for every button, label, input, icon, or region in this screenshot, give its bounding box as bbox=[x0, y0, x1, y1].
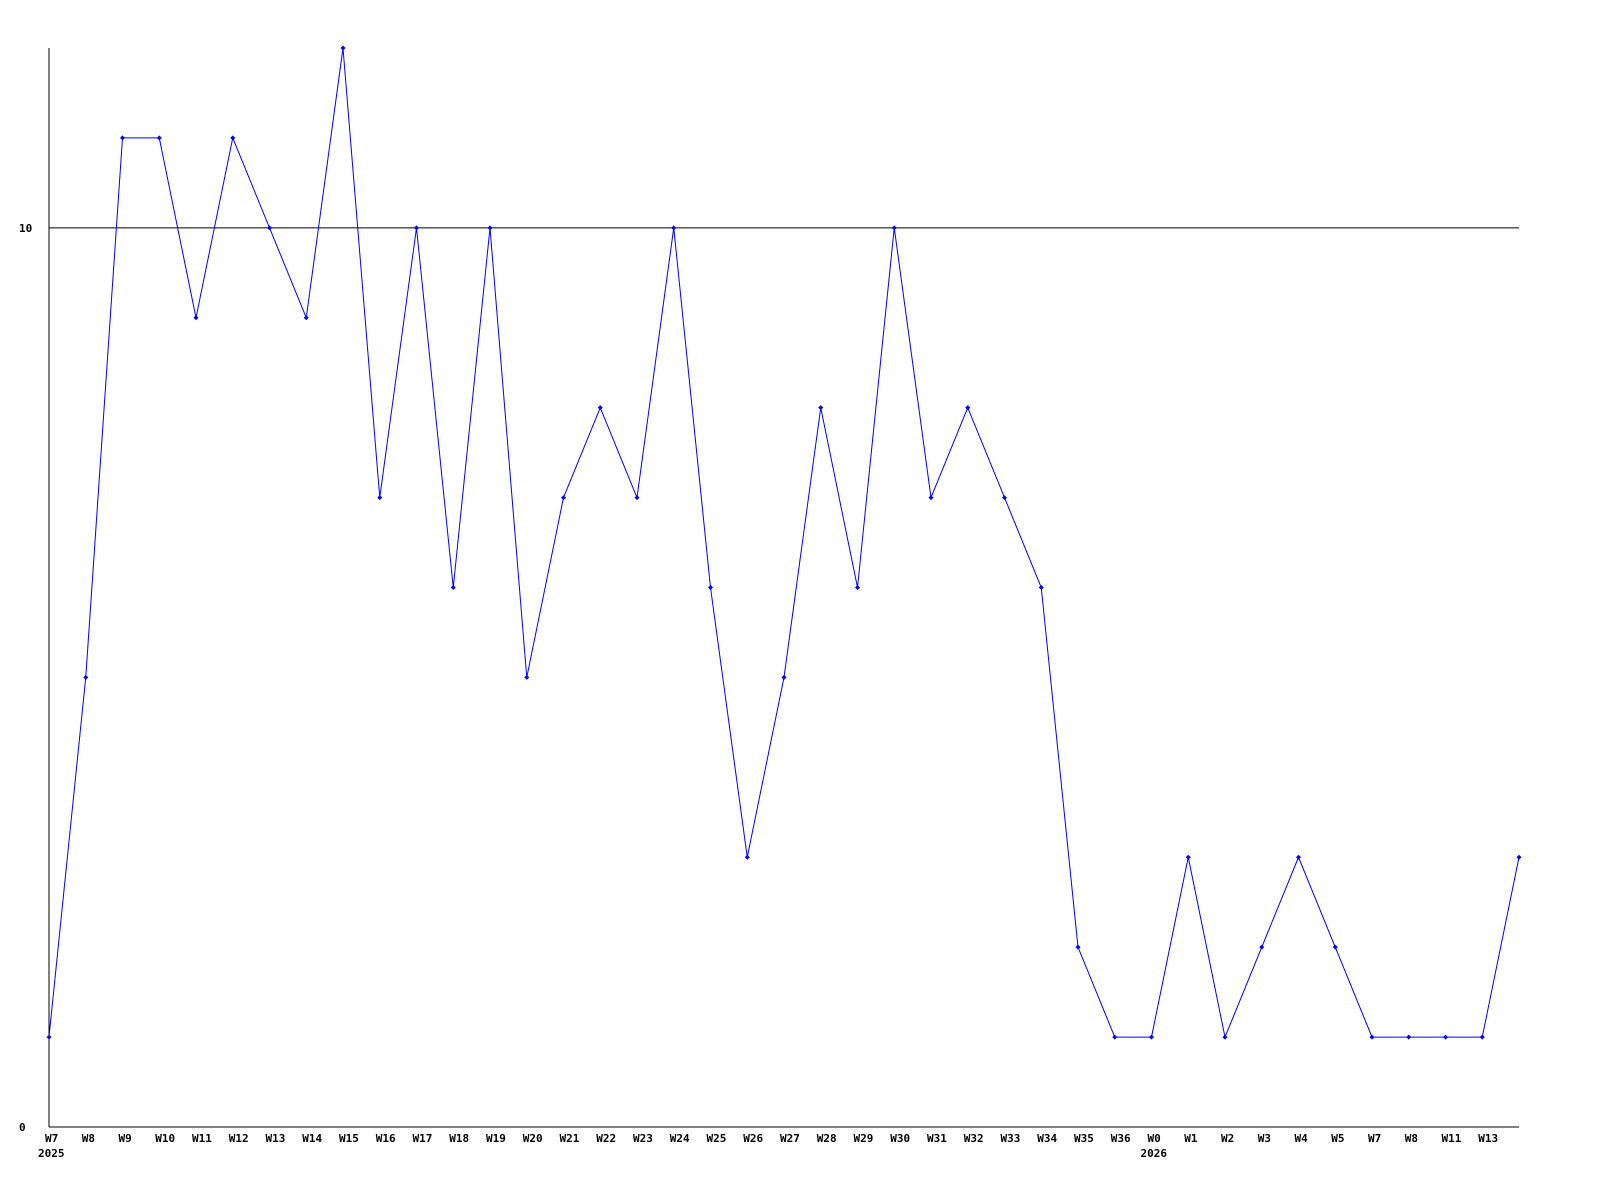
data-point bbox=[83, 674, 89, 680]
x-tick-label: W17 bbox=[413, 1132, 433, 1145]
x-tick-label: W11 bbox=[1442, 1132, 1462, 1145]
data-point bbox=[1406, 1034, 1412, 1040]
x-tick-label: W34 bbox=[1037, 1132, 1057, 1145]
x-tick-label: W14 bbox=[302, 1132, 322, 1145]
x-tick-label: W33 bbox=[1001, 1132, 1021, 1145]
x-tick-label: W23 bbox=[633, 1132, 653, 1145]
data-point bbox=[891, 225, 897, 231]
data-point bbox=[1332, 944, 1338, 950]
x-tick-label: W13 bbox=[1478, 1132, 1498, 1145]
data-point bbox=[781, 674, 787, 680]
data-point bbox=[303, 315, 309, 321]
x-tick-label: W7 bbox=[45, 1132, 58, 1145]
x-tick-label: W31 bbox=[927, 1132, 947, 1145]
data-point bbox=[928, 495, 934, 501]
data-point bbox=[1002, 495, 1007, 501]
data-point bbox=[597, 405, 603, 411]
data-point bbox=[1296, 854, 1301, 860]
data-point bbox=[561, 495, 566, 501]
x-tick-label: W29 bbox=[854, 1132, 874, 1145]
data-point bbox=[1259, 944, 1265, 950]
y-tick-label: 0 bbox=[19, 1121, 26, 1134]
data-point bbox=[1185, 854, 1191, 860]
data-point bbox=[450, 585, 456, 590]
series-line bbox=[48, 47, 1520, 1039]
data-point bbox=[671, 225, 677, 231]
x-tick-label: W36 bbox=[1111, 1132, 1131, 1145]
year-label: 2026 bbox=[1141, 1147, 1168, 1160]
data-point bbox=[1112, 1034, 1118, 1040]
data-point bbox=[46, 1034, 52, 1040]
data-point bbox=[414, 225, 419, 231]
x-tick-label: W30 bbox=[890, 1132, 910, 1145]
data-point bbox=[965, 405, 971, 411]
x-tick-label: W3 bbox=[1258, 1132, 1271, 1145]
data-point bbox=[524, 674, 530, 680]
x-tick-label: W7 bbox=[1368, 1132, 1381, 1145]
data-point bbox=[1479, 1034, 1485, 1040]
data-point bbox=[267, 225, 272, 231]
x-tick-label: W8 bbox=[82, 1132, 95, 1145]
data-point bbox=[744, 854, 750, 860]
x-tick-label: W26 bbox=[743, 1132, 763, 1145]
data-point bbox=[1149, 1034, 1154, 1040]
data-point bbox=[1443, 1034, 1448, 1040]
data-point bbox=[1038, 585, 1044, 590]
x-tick-label: W2 bbox=[1221, 1132, 1234, 1145]
data-point bbox=[708, 585, 713, 590]
data-point bbox=[1222, 1034, 1228, 1040]
x-tick-label: W11 bbox=[192, 1132, 212, 1145]
data-point bbox=[1369, 1034, 1375, 1040]
x-tick-label: W9 bbox=[119, 1132, 132, 1145]
data-point bbox=[818, 405, 824, 411]
x-tick-label: W21 bbox=[560, 1132, 580, 1145]
data-point bbox=[634, 495, 640, 501]
data-point bbox=[156, 135, 162, 141]
x-tick-label: W4 bbox=[1295, 1132, 1309, 1145]
data-point bbox=[120, 135, 125, 141]
data-point bbox=[1516, 854, 1522, 860]
x-tick-label: W16 bbox=[376, 1132, 396, 1145]
x-tick-label: W32 bbox=[964, 1132, 984, 1145]
year-label: 2025 bbox=[38, 1147, 65, 1160]
x-tick-label: W0 bbox=[1148, 1132, 1161, 1145]
data-point bbox=[340, 45, 346, 51]
x-tick-label: W25 bbox=[707, 1132, 727, 1145]
y-tick-label: 10 bbox=[19, 222, 32, 235]
x-tick-label: W22 bbox=[596, 1132, 616, 1145]
data-point bbox=[855, 585, 860, 590]
x-tick-label: W10 bbox=[155, 1132, 175, 1145]
data-point bbox=[377, 495, 383, 501]
x-tick-label: W13 bbox=[266, 1132, 286, 1145]
x-tick-label: W28 bbox=[817, 1132, 837, 1145]
x-tick-label: W20 bbox=[523, 1132, 543, 1145]
data-point bbox=[1075, 944, 1081, 950]
x-tick-label: W18 bbox=[449, 1132, 469, 1145]
x-tick-label: W12 bbox=[229, 1132, 249, 1145]
x-tick-label: W24 bbox=[670, 1132, 690, 1145]
x-tick-label: W27 bbox=[780, 1132, 800, 1145]
data-point bbox=[487, 225, 493, 231]
x-tick-label: W1 bbox=[1184, 1132, 1198, 1145]
x-tick-label: W8 bbox=[1405, 1132, 1418, 1145]
x-tick-label: W35 bbox=[1074, 1132, 1094, 1145]
x-tick-label: W5 bbox=[1331, 1132, 1344, 1145]
x-tick-label: W19 bbox=[486, 1132, 506, 1145]
x-tick-label: W15 bbox=[339, 1132, 359, 1145]
data-point bbox=[230, 135, 236, 141]
data-point bbox=[193, 315, 199, 321]
